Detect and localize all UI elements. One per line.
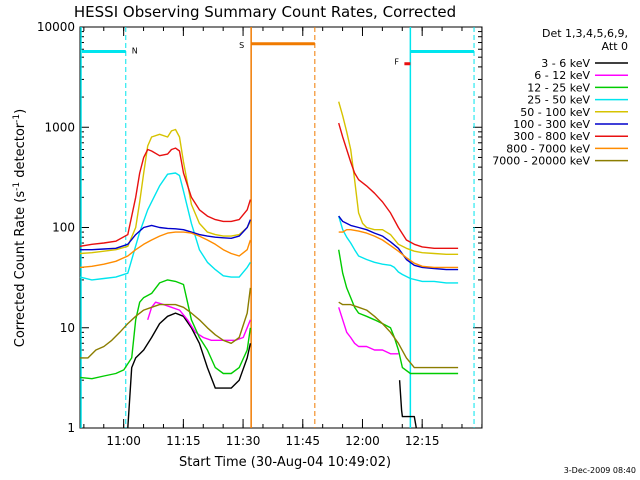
- legend-title-attenuator: Att 0: [602, 40, 628, 53]
- y-tick-label: 100: [52, 221, 75, 235]
- series-line: [79, 128, 252, 255]
- x-axis: 11:00 11:15 11:30 11:45 12:00 12:15: [83, 27, 483, 448]
- legend-label: 300 - 800 keV: [513, 130, 590, 143]
- chart-title: HESSI Observing Summary Count Rates, Cor…: [74, 3, 456, 21]
- x-tick-label: 11:15: [166, 434, 201, 448]
- series-line: [80, 287, 252, 359]
- legend-label: 3 - 6 keV: [541, 57, 590, 70]
- x-tick-label: 12:15: [405, 434, 440, 448]
- series-line: [338, 101, 459, 256]
- series-line: [79, 231, 252, 269]
- series-line: [79, 172, 251, 281]
- legend-label: 7000 - 20000 keV: [492, 155, 590, 168]
- y-axis: 1 10 100 1000 10000: [37, 20, 482, 435]
- legend-label: 100 - 300 keV: [513, 118, 590, 131]
- series-line: [338, 228, 459, 269]
- saa-flag-label: S: [239, 41, 244, 50]
- series-line: [338, 249, 459, 375]
- y-axis-label: Corrected Count Rate (s-1 detector-1): [12, 109, 28, 347]
- timestamp: 3-Dec-2009 08:40: [564, 466, 636, 475]
- legend-label: 25 - 50 keV: [527, 94, 590, 107]
- flare-flag-label: F: [394, 58, 399, 67]
- legend-label: 800 - 7000 keV: [506, 142, 590, 155]
- series-line: [127, 312, 252, 429]
- legend-title-detectors: Det 1,3,4,5,6,9,: [542, 27, 628, 40]
- series-line: [338, 301, 459, 369]
- x-tick-label: 11:45: [285, 434, 320, 448]
- series-line: [338, 307, 399, 355]
- series-line: [338, 215, 459, 271]
- series-line: [79, 147, 252, 247]
- series-line: [79, 279, 252, 380]
- x-tick-label: 11:00: [106, 434, 141, 448]
- series-line: [398, 380, 417, 429]
- x-tick-label: 11:30: [226, 434, 261, 448]
- series-line: [338, 215, 459, 284]
- x-tick-label: 12:00: [345, 434, 380, 448]
- series-line: [338, 122, 459, 250]
- legend-label: 12 - 25 keV: [527, 81, 590, 94]
- series-lines: [79, 101, 459, 429]
- y-tick-label: 10: [60, 321, 75, 335]
- observing-flags: N S F: [80, 27, 475, 428]
- y-tick-label: 10000: [37, 20, 75, 34]
- series-line: [147, 301, 252, 341]
- series-line: [80, 219, 252, 251]
- night-flag-label: N: [132, 46, 138, 55]
- legend-label: 50 - 100 keV: [520, 106, 590, 119]
- y-tick-label: 1000: [44, 120, 75, 134]
- x-axis-label: Start Time (30-Aug-04 10:49:02): [179, 455, 391, 470]
- legend-label: 6 - 12 keV: [534, 69, 590, 82]
- y-tick-label: 1: [67, 421, 75, 435]
